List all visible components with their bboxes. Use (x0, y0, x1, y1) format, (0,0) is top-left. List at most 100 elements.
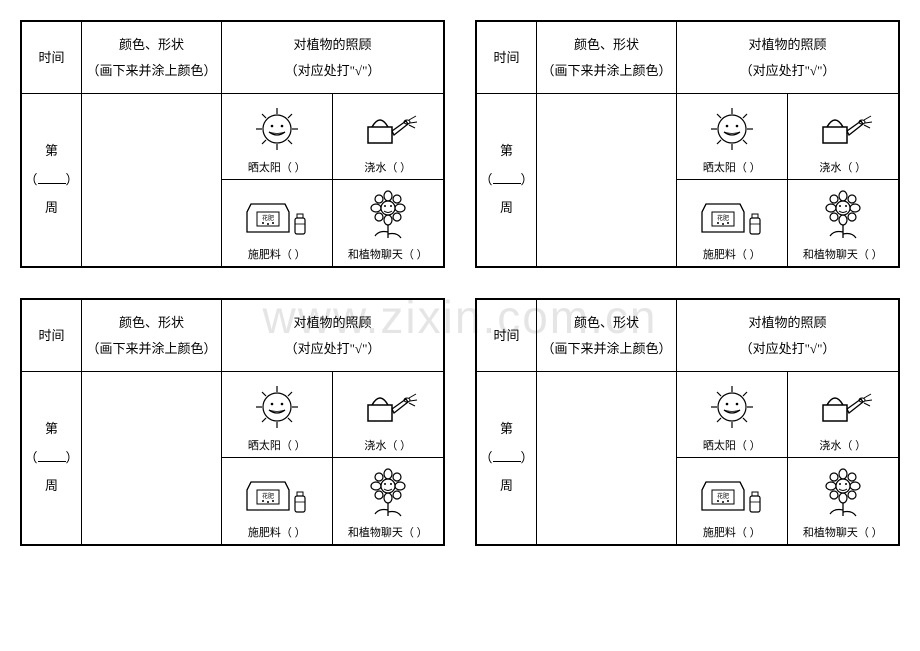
care-fertilize: 花肥 施肥料（ ） (222, 458, 333, 544)
time-cell: 第 （） 周 (22, 94, 82, 267)
care-grid: 晒太阳（ ） (222, 94, 443, 266)
record-card: 时间 颜色、形状 （画下来并涂上颜色） 对植物的照顾 （对应处打"√"） 第 （… (475, 20, 900, 268)
talk-label: 和植物聊天（ ） (348, 524, 428, 540)
talk-label: 和植物聊天（ ） (348, 246, 428, 262)
water-label: 浇水（ ） (819, 159, 866, 175)
header-time: 时间 (477, 22, 537, 94)
care-talk: 和植物聊天（ ） (333, 180, 444, 266)
paren-open: （ (24, 172, 37, 187)
fertilizer-icon: 花肥 (679, 184, 785, 246)
week-blank (493, 183, 521, 184)
watering-can-icon (335, 376, 442, 437)
header-care-line2: （对应处打"√"） (740, 341, 836, 356)
watering-can-icon (790, 98, 897, 159)
care-grid: 晒太阳（ ） 浇水（ ） 花肥 施肥料（ (677, 94, 898, 266)
watering-can-icon (335, 98, 442, 159)
body-row: 第 （） 周 晒太阳（ ） (22, 372, 444, 545)
sun-icon (679, 376, 785, 437)
care-talk: 和植物聊天（ ） (333, 458, 444, 544)
record-table: 时间 颜色、形状 （画下来并涂上颜色） 对植物的照顾 （对应处打"√"） 第 （… (476, 299, 899, 545)
water-label: 浇水（ ） (364, 159, 411, 175)
record-card: 时间 颜色、形状 （画下来并涂上颜色） 对植物的照顾 （对应处打"√"） 第 （… (20, 20, 445, 268)
time-cell: 第 （） 周 (477, 372, 537, 545)
header-care-line1: 对植物的照顾 (293, 315, 371, 330)
fertilize-label: 施肥料（ ） (703, 246, 761, 262)
flower-icon (790, 462, 897, 524)
header-care-line2: （对应处打"√"） (285, 341, 381, 356)
body-row: 第 （） 周 晒太阳（ ） (477, 372, 899, 545)
header-shape: 颜色、形状 （画下来并涂上颜色） (537, 22, 677, 94)
time-line3: 周 (45, 478, 58, 493)
care-area: 晒太阳（ ） 浇水（ ） 花肥 施肥料（ (677, 94, 899, 267)
record-card: 时间 颜色、形状 （画下来并涂上颜色） 对植物的照顾 （对应处打"√"） 第 （… (475, 298, 900, 546)
flower-icon (335, 184, 442, 246)
header-care-line1: 对植物的照顾 (293, 37, 371, 52)
care-sun: 晒太阳（ ） (222, 94, 333, 180)
fertilize-label: 施肥料（ ） (248, 524, 306, 540)
header-shape-line1: 颜色、形状 (574, 37, 639, 52)
header-shape-line2: （画下来并涂上颜色） (86, 63, 216, 78)
header-care-line1: 对植物的照顾 (748, 37, 826, 52)
header-care-line1: 对植物的照顾 (748, 315, 826, 330)
header-row: 时间 颜色、形状 （画下来并涂上颜色） 对植物的照顾 （对应处打"√"） (22, 300, 444, 372)
care-water: 浇水（ ） (788, 94, 899, 180)
sun-icon (679, 98, 785, 159)
care-fertilize: 花肥 施肥料（ ） (677, 458, 788, 544)
fertilizer-icon: 花肥 (679, 462, 785, 524)
header-care-line2: （对应处打"√"） (285, 63, 381, 78)
time-cell: 第 （） 周 (477, 94, 537, 267)
header-care: 对植物的照顾 （对应处打"√"） (222, 300, 444, 372)
paren-close: ） (66, 450, 79, 465)
sun-icon (224, 376, 330, 437)
time-line3: 周 (500, 200, 513, 215)
care-sun: 晒太阳（ ） (222, 372, 333, 458)
header-shape-line1: 颜色、形状 (119, 37, 184, 52)
body-row: 第 （） 周 晒太阳（ ） (477, 94, 899, 267)
care-fertilize: 花肥 施肥料（ ） (677, 180, 788, 266)
time-line2: （） (479, 172, 533, 187)
record-table: 时间 颜色、形状 （画下来并涂上颜色） 对植物的照顾 （对应处打"√"） 第 （… (21, 21, 444, 267)
shape-draw-area (537, 94, 677, 267)
header-shape: 颜色、形状 （画下来并涂上颜色） (82, 22, 222, 94)
time-cell: 第 （） 周 (22, 372, 82, 545)
care-water: 浇水（ ） (333, 372, 444, 458)
care-sun: 晒太阳（ ） (677, 372, 788, 458)
care-fertilize: 花肥 施肥料（ ） (222, 180, 333, 266)
header-shape-line1: 颜色、形状 (119, 315, 184, 330)
sun-label: 晒太阳（ ） (703, 159, 761, 175)
care-sun: 晒太阳（ ） (677, 94, 788, 180)
header-shape-line1: 颜色、形状 (574, 315, 639, 330)
fertilize-label: 施肥料（ ） (703, 524, 761, 540)
care-talk: 和植物聊天（ ） (788, 458, 899, 544)
sun-label: 晒太阳（ ） (703, 437, 761, 453)
paren-open: （ (24, 450, 37, 465)
care-water: 浇水（ ） (788, 372, 899, 458)
water-label: 浇水（ ） (364, 437, 411, 453)
record-card: 时间 颜色、形状 （画下来并涂上颜色） 对植物的照顾 （对应处打"√"） 第 （… (20, 298, 445, 546)
sun-icon (224, 98, 330, 159)
paren-open: （ (479, 172, 492, 187)
week-blank (38, 461, 66, 462)
time-line2: （） (24, 172, 78, 187)
talk-label: 和植物聊天（ ） (803, 524, 883, 540)
care-area: 晒太阳（ ） (222, 94, 444, 267)
flower-icon (790, 184, 897, 246)
sun-label: 晒太阳（ ） (248, 159, 306, 175)
talk-label: 和植物聊天（ ） (803, 246, 883, 262)
header-row: 时间 颜色、形状 （画下来并涂上颜色） 对植物的照顾 （对应处打"√"） (22, 22, 444, 94)
header-care: 对植物的照顾 （对应处打"√"） (222, 22, 444, 94)
care-talk: 和植物聊天（ ） (788, 180, 899, 266)
header-time-label: 时间 (493, 328, 519, 343)
body-row: 第 （） 周 (22, 94, 444, 267)
header-care: 对植物的照顾 （对应处打"√"） (677, 22, 899, 94)
header-time-label: 时间 (38, 328, 64, 343)
fertilizer-icon: 花肥 (224, 462, 330, 524)
shape-draw-area (82, 372, 222, 545)
header-row: 时间 颜色、形状 （画下来并涂上颜色） 对植物的照顾 （对应处打"√"） (477, 300, 899, 372)
care-water: 浇水（ ） (333, 94, 444, 180)
svg-text:花肥: 花肥 (717, 492, 729, 500)
shape-draw-area (537, 372, 677, 545)
fertilizer-icon: 花肥 (224, 184, 330, 246)
care-grid: 晒太阳（ ） 浇水（ ） 花肥 施肥料（ (222, 372, 443, 544)
shape-draw-area (82, 94, 222, 267)
